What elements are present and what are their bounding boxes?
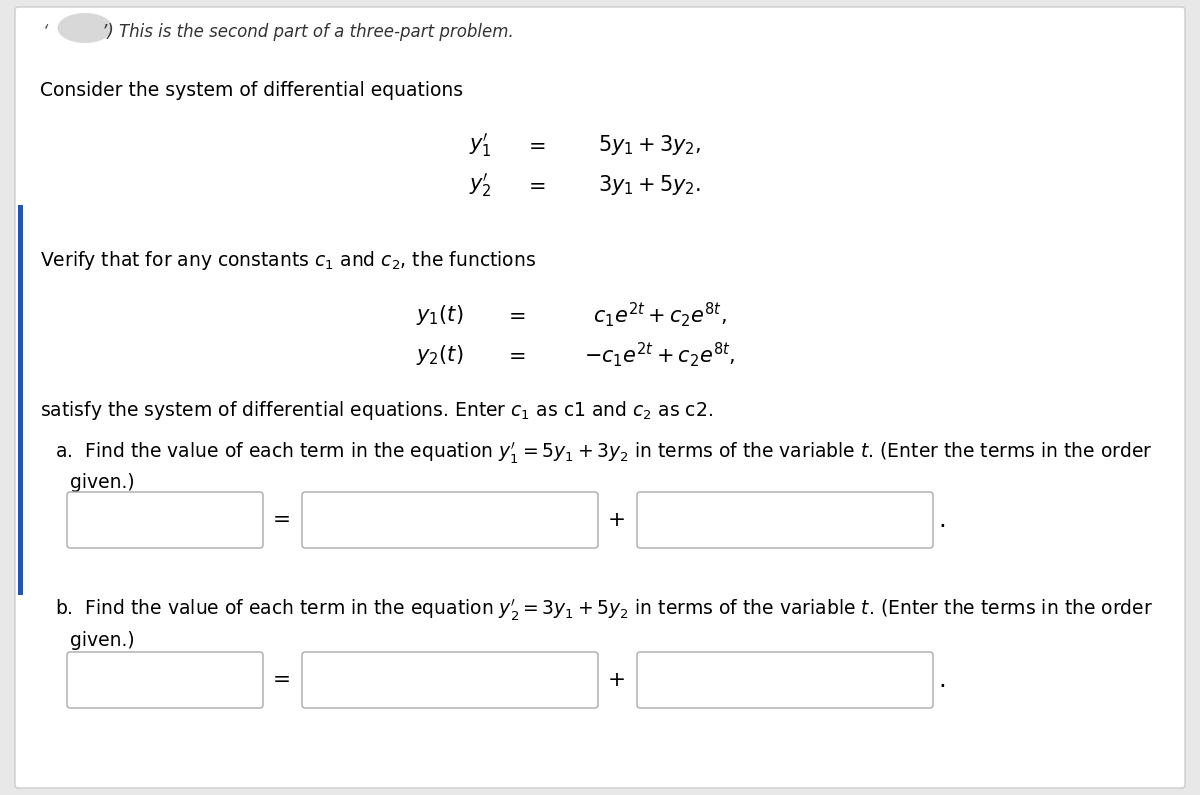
Text: given.): given.): [70, 474, 134, 492]
Text: $y_1'$: $y_1'$: [469, 131, 491, 159]
FancyBboxPatch shape: [637, 652, 934, 708]
Ellipse shape: [58, 13, 113, 43]
Text: $y_2'$: $y_2'$: [469, 171, 491, 199]
FancyBboxPatch shape: [302, 492, 598, 548]
FancyBboxPatch shape: [67, 492, 263, 548]
Text: =: =: [274, 510, 292, 530]
Text: $=$: $=$: [524, 175, 546, 195]
Text: .: .: [938, 668, 946, 692]
FancyBboxPatch shape: [67, 652, 263, 708]
Text: Consider the system of differential equations: Consider the system of differential equa…: [40, 80, 463, 99]
Text: $5y_1 + 3y_2,$: $5y_1 + 3y_2,$: [599, 133, 702, 157]
Text: $=$: $=$: [524, 135, 546, 155]
Text: $y_2(t)$: $y_2(t)$: [416, 343, 463, 367]
Text: .: .: [938, 508, 946, 532]
Text: ’) This is the second part of a three-part problem.: ’) This is the second part of a three-pa…: [102, 23, 514, 41]
Text: $3y_1 + 5y_2.$: $3y_1 + 5y_2.$: [599, 173, 702, 197]
Text: b.  Find the value of each term in the equation $y_2' = 3y_1 + 5y_2$ in terms of: b. Find the value of each term in the eq…: [55, 597, 1153, 622]
Text: =: =: [274, 670, 292, 690]
Text: $y_1(t)$: $y_1(t)$: [416, 303, 463, 327]
Text: Verify that for any constants $c_1$ and $c_2$, the functions: Verify that for any constants $c_1$ and …: [40, 249, 536, 272]
Text: +: +: [608, 670, 626, 690]
Bar: [18, 205, 23, 595]
Text: $c_1e^{2t} + c_2e^{8t},$: $c_1e^{2t} + c_2e^{8t},$: [593, 301, 727, 329]
Text: $=$: $=$: [504, 305, 526, 325]
Text: ‘: ‘: [42, 23, 48, 41]
Text: $-c_1e^{2t} + c_2e^{8t},$: $-c_1e^{2t} + c_2e^{8t},$: [584, 340, 736, 370]
Text: +: +: [608, 510, 626, 530]
FancyBboxPatch shape: [302, 652, 598, 708]
FancyBboxPatch shape: [637, 492, 934, 548]
Text: $=$: $=$: [504, 345, 526, 365]
FancyBboxPatch shape: [14, 7, 1186, 788]
Text: a.  Find the value of each term in the equation $y_1' = 5y_1 + 3y_2$ in terms of: a. Find the value of each term in the eq…: [55, 440, 1153, 466]
Text: given.): given.): [70, 630, 134, 650]
Text: satisfy the system of differential equations. Enter $c_1$ as c1 and $c_2$ as c2.: satisfy the system of differential equat…: [40, 398, 713, 421]
